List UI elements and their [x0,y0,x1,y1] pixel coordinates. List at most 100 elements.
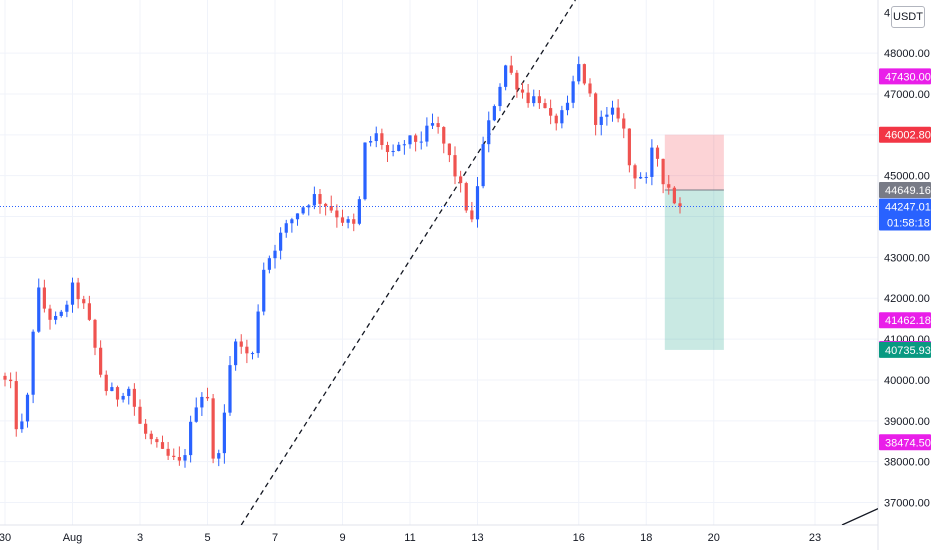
price-label-text: 40735.93 [885,345,931,357]
candle [284,219,288,238]
price-label-text: 41462.18 [885,315,931,327]
candle [222,404,226,464]
candle [430,113,435,129]
candle [324,202,328,216]
price-label-text: 38474.50 [885,437,931,449]
candle [307,204,311,216]
stop-loss-zone [664,134,724,191]
countdown-timer: 01:58:18 [887,217,930,229]
price-label-text: 46002.80 [885,130,931,142]
candle [121,392,125,403]
y-tick-label: 47000.00 [884,89,930,101]
candle [312,186,316,210]
candle [442,126,446,154]
candle [25,392,30,428]
candle [425,117,429,147]
candle [194,397,198,423]
candle [582,63,586,86]
candle [492,104,496,122]
candle [594,92,598,136]
candle [565,95,570,116]
candle [245,339,249,364]
trendline [841,507,878,525]
candle [262,262,266,316]
candle [532,89,536,107]
candle [436,116,440,134]
candle [127,386,131,405]
candle [577,56,581,85]
candle [391,144,395,157]
candle [520,82,525,99]
take-profit-zone [664,190,724,350]
candle [374,126,378,148]
candle [346,216,350,229]
y-tick-label: 37000.00 [884,498,930,510]
candle [115,385,120,407]
candle [481,136,485,189]
candle [318,189,322,214]
candle [470,201,474,223]
candle [667,175,671,195]
candle [363,142,367,201]
candle [509,55,513,75]
candle [82,295,86,309]
price-label-entry [879,182,931,199]
candle [605,106,609,126]
candle [155,436,159,448]
price-label-magenta [879,434,931,451]
candle [250,351,255,360]
candle [31,329,35,404]
candle [256,304,260,358]
candle [543,98,547,109]
trendline [240,0,576,525]
candle [217,449,221,467]
candle [402,140,406,155]
candle [504,64,508,91]
candle [380,128,384,150]
candle [177,446,181,466]
y-tick-label: 42000.00 [884,293,930,305]
candle [335,204,339,228]
price-label-magenta [879,312,931,329]
candle [211,393,215,464]
candle [279,227,283,260]
candle [267,255,271,274]
candle [200,392,204,416]
candle [475,177,480,228]
candle [633,163,637,189]
candle [554,113,558,131]
candle [627,128,631,173]
candle [419,131,423,150]
y-tick-label: 48000.00 [884,48,930,60]
candle [37,278,41,333]
candle [639,172,643,179]
candle [616,99,620,123]
candle [54,311,58,325]
candle [76,277,80,309]
price-label-text: 47430.00 [885,71,931,83]
candle [273,244,277,269]
y-tick-label-top: 4 [884,7,890,19]
candle [515,70,519,98]
currency-badge[interactable]: USDT [891,6,925,28]
candle [183,449,187,468]
candle [571,75,575,109]
x-tick-label: 16 [573,532,585,544]
x-tick-label: 30 [0,532,11,544]
candle [447,143,451,163]
y-tick-label: 38000.00 [884,457,930,469]
candle [414,133,418,152]
price-label-stop [879,126,931,143]
candle [610,100,615,122]
candle [622,113,626,139]
candle [661,158,665,194]
candle [290,217,294,233]
candle [205,387,210,401]
candle [537,89,541,109]
candle [20,413,24,433]
candle [99,340,103,378]
candle [453,146,457,185]
y-tick-label: 43000.00 [884,252,930,264]
